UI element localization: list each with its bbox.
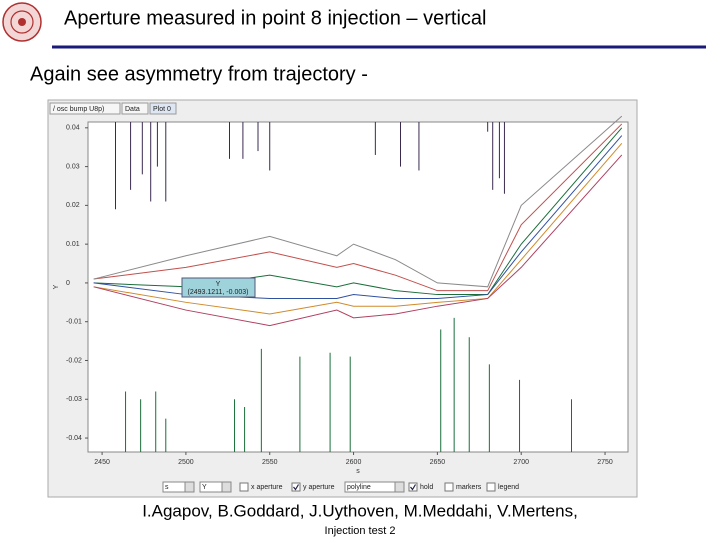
dropdown-value: polyline [347,484,371,491]
checkbox[interactable] [408,482,418,492]
tab[interactable] [49,102,121,115]
y-axis-label: Y [53,284,60,289]
y-tick-label: 0.03 [66,163,80,170]
checkbox-label: legend [498,484,519,491]
tab-label: / osc bump U8p) [53,106,104,113]
x-tick-label: 2600 [346,459,362,466]
x-tick-label: 2750 [597,459,613,466]
checkbox-label: y aperture [303,484,335,491]
checkbox[interactable] [486,482,496,492]
trajectory [93,154,623,327]
dropdown-value: Y [202,484,207,491]
trajectory [93,115,623,288]
dropdown-value: s [165,484,169,491]
trajectory [93,123,623,292]
y-tick-label: 0.01 [66,241,80,248]
checkbox[interactable] [239,482,249,492]
logo [2,2,42,42]
tab-label: Plot 0 [153,106,171,113]
checkbox[interactable] [291,482,301,492]
tab[interactable] [121,102,149,115]
checkbox-label: hold [420,484,433,491]
x-axis-label: s [356,468,360,475]
y-tick-label: -0.04 [66,435,82,442]
checkbox[interactable] [444,482,454,492]
y-tick-label: -0.03 [66,396,82,403]
x-tick-label: 2500 [178,459,194,466]
slide-subtitle: Again see asymmetry from trajectory - [30,63,368,85]
x-tick-label: 2550 [262,459,278,466]
y-tick-label: -0.01 [66,319,82,326]
tooltip-line: (2493.1211, -0.003) [188,289,249,296]
tooltip-line: Y [216,281,221,288]
dropdown-arrow[interactable] [184,481,195,493]
x-tick-label: 2450 [94,459,110,466]
x-tick-label: 2650 [430,459,446,466]
y-tick-label: 0 [66,280,70,287]
tab-label: Data [125,106,140,113]
authors: I.Agapov, B.Goddard, J.Uythoven, M.Medda… [142,501,578,520]
plot-area [87,121,629,453]
dropdown-arrow[interactable] [394,481,405,493]
tab[interactable] [149,102,177,115]
slide-title: Aperture measured in point 8 injection –… [64,7,486,29]
checkmark [293,484,300,491]
footer: Injection test 2 [325,525,396,537]
y-tick-label: 0.02 [66,202,80,209]
checkmark [410,484,417,491]
y-tick-label: 0.04 [66,125,80,132]
checkbox-label: markers [456,484,482,491]
y-tick-label: -0.02 [66,357,82,364]
x-tick-label: 2700 [513,459,529,466]
dropdown-arrow[interactable] [221,481,232,493]
trajectory [93,143,623,315]
checkbox-label: x aperture [251,484,283,491]
tooltip [181,277,256,298]
